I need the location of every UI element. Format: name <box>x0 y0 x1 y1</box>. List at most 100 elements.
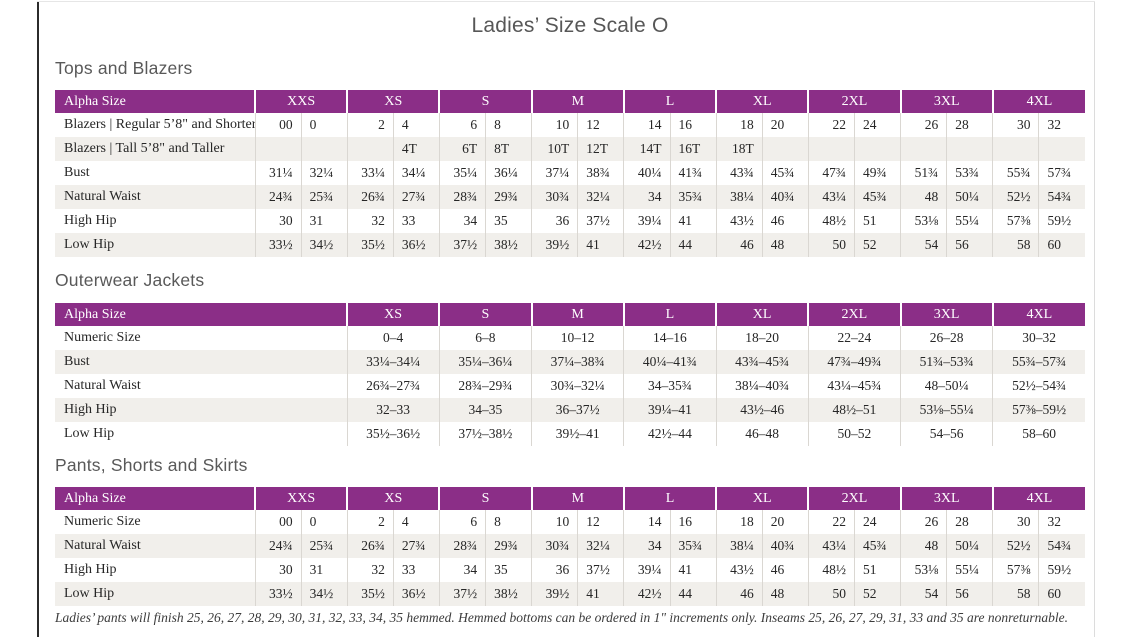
table-row: Bust 31¼ 32¼ 33¼ 34¼ 35¼ 36¼ 37¼ 38¾ 40¼ 41¾ 43¾ 45¾… <box>55 161 1086 185</box>
size-value: 12T <box>577 137 624 161</box>
alpha-size-header: Alpha Size <box>55 303 347 326</box>
size-value: 44 <box>669 233 717 257</box>
size-value: 35 <box>485 209 532 233</box>
table-row: Numeric Size 00 0 2 4 6 8 10 12 14 16 18 20 22 24 26 28 3… <box>55 510 1086 534</box>
size-value: 48 <box>761 233 809 257</box>
size-value: 57⅜–59½ <box>992 398 1085 422</box>
size-value: 58–60 <box>992 422 1085 446</box>
size-value: 38¼–40¾ <box>715 374 809 398</box>
table-row: High Hip 32–33 34–35 36–37½ 39¼–41 43½–46 48½–… <box>55 398 1085 422</box>
size-value: 46 <box>715 582 763 606</box>
size-value: 56 <box>946 582 993 606</box>
size-value: 48½–51 <box>807 398 901 422</box>
table-row: Natural Waist 26¾–27¾ 28¾–29¾ 30¾–32¼ 34–35¾… <box>55 374 1085 398</box>
section-heading-pants-shorts-skirts: Pants, Shorts and Skirts <box>55 455 248 475</box>
size-value: 45¾ <box>853 185 901 209</box>
size-value: 22–24 <box>807 326 901 350</box>
size-value: 30 <box>254 558 302 582</box>
size-value: 36 <box>531 209 578 233</box>
size-value: 20 <box>761 510 809 534</box>
size-value: 35½ <box>346 233 394 257</box>
size-value: 38½ <box>485 582 532 606</box>
size-value: 14T <box>623 137 671 161</box>
alpha-size-header: Alpha Size <box>55 90 255 113</box>
column-header-m: M <box>530 303 624 326</box>
size-value: 55¼ <box>946 209 993 233</box>
size-value: 26¾ <box>346 185 394 209</box>
page-top-edge <box>37 1 1095 2</box>
size-value: 39½ <box>531 582 578 606</box>
size-value: 00 <box>254 510 302 534</box>
size-value: 34 <box>623 185 671 209</box>
size-value: 37½ <box>577 209 624 233</box>
column-header-xl: XL <box>714 303 809 326</box>
size-value: 57¾ <box>1038 161 1086 185</box>
size-value <box>254 137 302 161</box>
size-value: 48½ <box>807 209 855 233</box>
size-value: 47¾–49¾ <box>807 350 901 374</box>
size-value: 51 <box>853 558 901 582</box>
size-value: 31 <box>300 209 348 233</box>
size-value: 39¼ <box>623 209 671 233</box>
size-value: 55¾–57¾ <box>992 350 1085 374</box>
size-value: 47¾ <box>807 161 855 185</box>
size-value: 10T <box>531 137 578 161</box>
size-value: 54 <box>900 582 947 606</box>
size-value: 46 <box>761 209 809 233</box>
size-value: 34–35¾ <box>623 374 716 398</box>
size-value: 4T <box>392 137 440 161</box>
size-value: 55¼ <box>946 558 993 582</box>
size-value: 43¾ <box>715 161 763 185</box>
column-header-2xl: 2XL <box>807 487 901 510</box>
size-value: 8T <box>485 137 532 161</box>
size-value: 29¾ <box>485 185 532 209</box>
table-row: Blazers | Regular 5’8" and Shorter 00 0 2 4 6… <box>55 113 1086 137</box>
page-left-edge <box>37 2 39 637</box>
size-value: 26¾–27¾ <box>346 374 440 398</box>
size-value: 8 <box>485 113 532 137</box>
size-value: 52½–54¾ <box>992 374 1085 398</box>
size-value: 41 <box>577 233 624 257</box>
size-value: 37¼ <box>531 161 578 185</box>
row-label: Low Hip <box>55 233 255 257</box>
size-value: 41 <box>669 558 717 582</box>
table-row: Numeric Size 0–4 6–8 10–12 14–16 18–20 22–24 26… <box>55 326 1085 350</box>
column-header-s: S <box>438 487 532 510</box>
size-value: 43¼–45¾ <box>807 374 901 398</box>
size-value: 32 <box>346 209 394 233</box>
size-value: 34¼ <box>392 161 440 185</box>
size-value: 32¼ <box>300 161 348 185</box>
size-value: 28¾–29¾ <box>438 374 532 398</box>
size-value: 22 <box>807 510 855 534</box>
size-value: 34 <box>438 558 486 582</box>
size-value: 33 <box>392 558 440 582</box>
size-value <box>807 137 855 161</box>
section-heading-outerwear-jackets: Outerwear Jackets <box>55 270 205 290</box>
row-label: High Hip <box>55 558 255 582</box>
size-value: 31¼ <box>254 161 302 185</box>
size-value: 54 <box>900 233 947 257</box>
size-value: 37½ <box>438 233 486 257</box>
size-value: 30 <box>992 510 1039 534</box>
size-value: 43½ <box>715 558 763 582</box>
column-header-xxs: XXS <box>253 90 348 113</box>
size-value: 46–48 <box>715 422 809 446</box>
column-header-l: L <box>622 487 717 510</box>
size-value: 28 <box>946 113 993 137</box>
size-value: 60 <box>1038 582 1086 606</box>
size-value: 40¼–41¾ <box>623 350 716 374</box>
size-value: 24¾ <box>254 185 302 209</box>
size-value: 48 <box>900 185 947 209</box>
row-label: Low Hip <box>55 582 255 606</box>
page-title: Ladies’ Size Scale O <box>471 14 669 37</box>
size-value: 27¾ <box>392 534 440 558</box>
size-value: 29¾ <box>485 534 532 558</box>
size-value: 10 <box>531 510 578 534</box>
size-value: 50–52 <box>807 422 901 446</box>
size-value <box>300 137 348 161</box>
size-value: 30 <box>992 113 1039 137</box>
size-value: 30 <box>254 209 302 233</box>
size-value: 51 <box>853 209 901 233</box>
row-label: Natural Waist <box>55 534 255 558</box>
size-value: 28¾ <box>438 185 486 209</box>
